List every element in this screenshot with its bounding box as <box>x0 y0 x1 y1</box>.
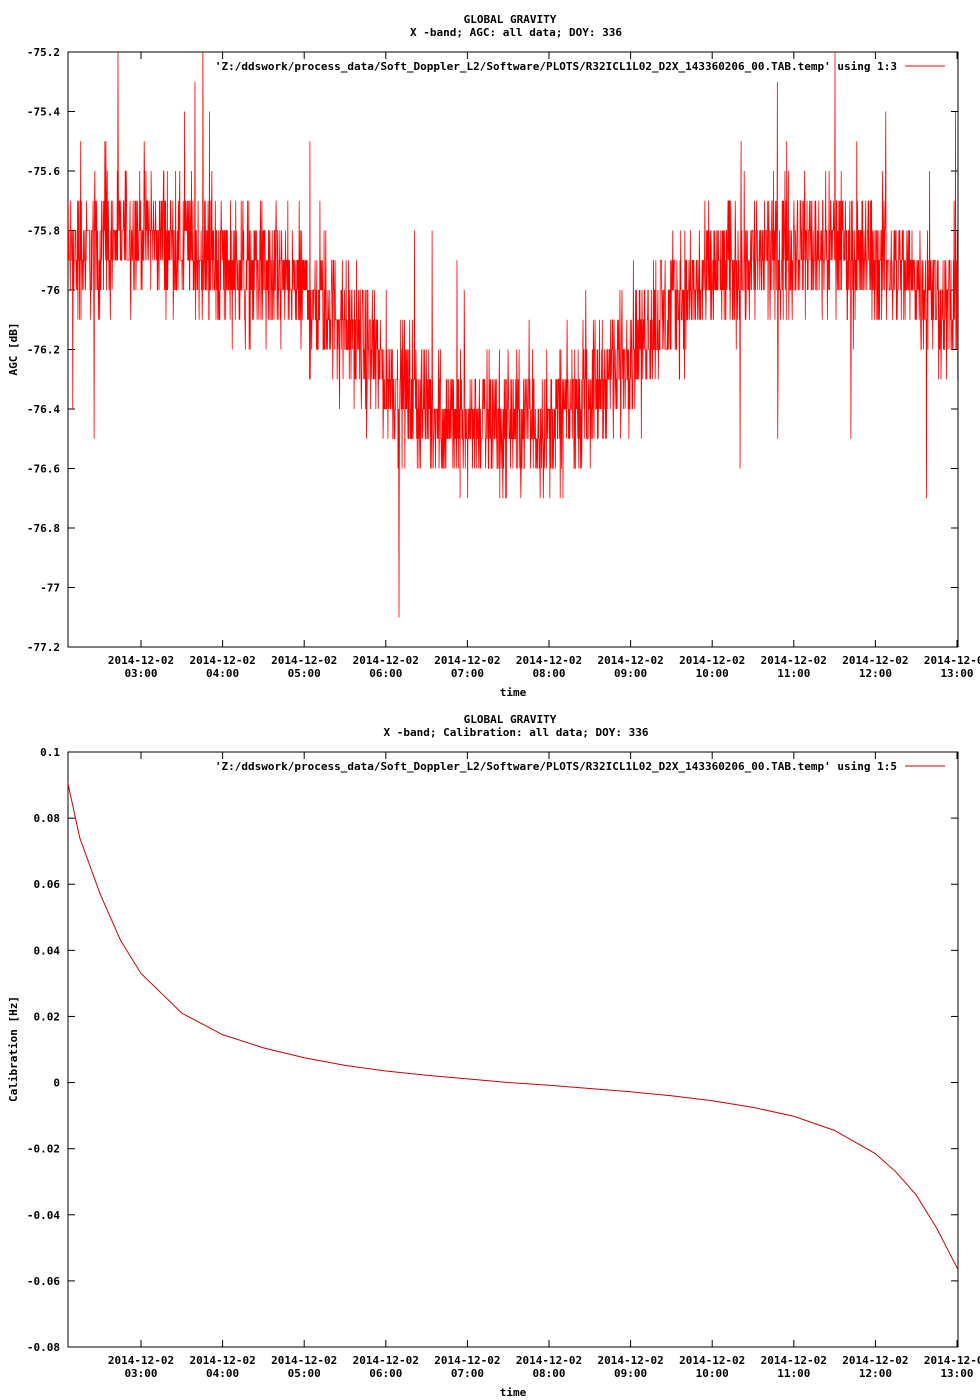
calibration-chart-subtitle: X -band; Calibration: all data; DOY: 336 <box>384 726 649 739</box>
agc-series-line <box>68 52 958 618</box>
agc-y-tick-label: -77 <box>40 582 60 595</box>
agc-y-tick-label: -75.2 <box>27 46 60 59</box>
calibration-x-tick-date: 2014-12-02 <box>761 1354 827 1367</box>
agc-x-axis-label: time <box>500 686 527 699</box>
agc-x-tick-time: 03:00 <box>124 667 157 680</box>
calibration-x-tick-time: 05:00 <box>288 1367 321 1380</box>
agc-x-tick-date: 2014-12-02 <box>353 654 419 667</box>
calibration-y-tick-label: 0 <box>53 1077 60 1090</box>
calibration-chart-title: GLOBAL GRAVITY <box>464 713 557 726</box>
calibration-y-tick-label: -0.08 <box>27 1341 60 1354</box>
agc-x-tick-date: 2014-12-02 <box>842 654 908 667</box>
agc-y-tick-label: -76 <box>40 284 60 297</box>
calibration-chart: GLOBAL GRAVITY X -band; Calibration: all… <box>7 713 980 1399</box>
agc-x-tick-time: 13:00 <box>940 667 973 680</box>
agc-y-tick-label: -76.2 <box>27 344 60 357</box>
calibration-y-tick-label: 0.06 <box>34 878 61 891</box>
calibration-x-tick-time: 08:00 <box>532 1367 565 1380</box>
calibration-x-tick-time: 06:00 <box>369 1367 402 1380</box>
calibration-x-axis-label: time <box>500 1386 527 1399</box>
calibration-y-tick-label: -0.02 <box>27 1143 60 1156</box>
agc-y-tick-label: -76.4 <box>27 403 60 416</box>
agc-x-tick-time: 10:00 <box>696 667 729 680</box>
calibration-x-tick-date: 2014-12-02 <box>597 1354 663 1367</box>
calibration-x-tick-time: 04:00 <box>206 1367 239 1380</box>
agc-y-tick-label: -75.8 <box>27 225 60 238</box>
agc-x-tick-date: 2014-12-02 <box>924 654 980 667</box>
agc-y-axis-label: AGC [dB] <box>7 323 20 376</box>
calibration-x-tick-time: 11:00 <box>777 1367 810 1380</box>
agc-x-tick-time: 11:00 <box>777 667 810 680</box>
agc-x-tick-time: 12:00 <box>859 667 892 680</box>
calibration-x-tick-date: 2014-12-02 <box>679 1354 745 1367</box>
calibration-series-line <box>68 781 958 1271</box>
calibration-y-tick-label: 0.1 <box>40 746 60 759</box>
agc-chart-title: GLOBAL GRAVITY <box>464 13 557 26</box>
agc-x-tick-date: 2014-12-02 <box>189 654 255 667</box>
agc-x-tick-time: 07:00 <box>451 667 484 680</box>
agc-x-tick-date: 2014-12-02 <box>271 654 337 667</box>
calibration-x-tick-date: 2014-12-02 <box>516 1354 582 1367</box>
agc-x-tick-time: 06:00 <box>369 667 402 680</box>
calibration-plot-area: 0.1 0.08 0.06 0.04 0.02 0 -0.02 -0.04 -0.06 -0.08… <box>27 746 980 1380</box>
calibration-x-tick-time: 10:00 <box>696 1367 729 1380</box>
calibration-x-tick-time: 12:00 <box>859 1367 892 1380</box>
agc-plot-area: -75.2 -75.4 -75.6 -75.8 -76 -76.2 -76.4 -76.6 -7… <box>27 46 980 680</box>
calibration-y-tick-label: 0.04 <box>34 944 61 957</box>
agc-x-tick-date: 2014-12-02 <box>679 654 745 667</box>
calibration-x-tick-date: 2014-12-02 <box>108 1354 174 1367</box>
calibration-y-tick-label: 0.08 <box>34 812 61 825</box>
calibration-x-tick-time: 03:00 <box>124 1367 157 1380</box>
calibration-x-tick-date: 2014-12-02 <box>271 1354 337 1367</box>
calibration-x-tick-date: 2014-12-02 <box>353 1354 419 1367</box>
agc-x-tick-time: 09:00 <box>614 667 647 680</box>
agc-legend-label: 'Z:/ddswork/process_data/Soft_Doppler_L2… <box>215 60 897 73</box>
agc-x-tick-time: 08:00 <box>532 667 565 680</box>
agc-chart-subtitle: X -band; AGC: all data; DOY: 336 <box>410 26 622 39</box>
calibration-x-tick-date: 2014-12-02 <box>924 1354 980 1367</box>
calibration-y-tick-label: -0.06 <box>27 1275 60 1288</box>
calibration-y-tick-label: 0.02 <box>34 1010 61 1023</box>
agc-x-tick-time: 04:00 <box>206 667 239 680</box>
agc-y-tick-label: -77.2 <box>27 641 60 654</box>
agc-y-tick-label: -75.6 <box>27 165 60 178</box>
calibration-x-tick-date: 2014-12-02 <box>842 1354 908 1367</box>
calibration-x-tick-time: 13:00 <box>940 1367 973 1380</box>
agc-y-tick-label: -76.6 <box>27 463 60 476</box>
agc-x-tick-date: 2014-12-02 <box>108 654 174 667</box>
calibration-x-tick-time: 07:00 <box>451 1367 484 1380</box>
agc-x-tick-time: 05:00 <box>288 667 321 680</box>
agc-x-tick-date: 2014-12-02 <box>597 654 663 667</box>
calibration-x-tick-date: 2014-12-02 <box>434 1354 500 1367</box>
agc-x-tick-date: 2014-12-02 <box>761 654 827 667</box>
agc-y-tick-label: -76.8 <box>27 522 60 535</box>
calibration-y-axis-label: Calibration [Hz] <box>7 996 20 1102</box>
agc-plot-frame <box>67 51 959 648</box>
agc-y-tick-label: -75.4 <box>27 106 60 119</box>
agc-x-tick-date: 2014-12-02 <box>434 654 500 667</box>
calibration-plot-frame <box>67 751 959 1348</box>
agc-chart: GLOBAL GRAVITY X -band; AGC: all data; D… <box>7 13 980 699</box>
calibration-legend-label: 'Z:/ddswork/process_data/Soft_Doppler_L2… <box>215 760 897 773</box>
calibration-x-tick-date: 2014-12-02 <box>189 1354 255 1367</box>
agc-x-tick-date: 2014-12-02 <box>516 654 582 667</box>
calibration-y-tick-label: -0.04 <box>27 1209 60 1222</box>
calibration-x-tick-time: 09:00 <box>614 1367 647 1380</box>
